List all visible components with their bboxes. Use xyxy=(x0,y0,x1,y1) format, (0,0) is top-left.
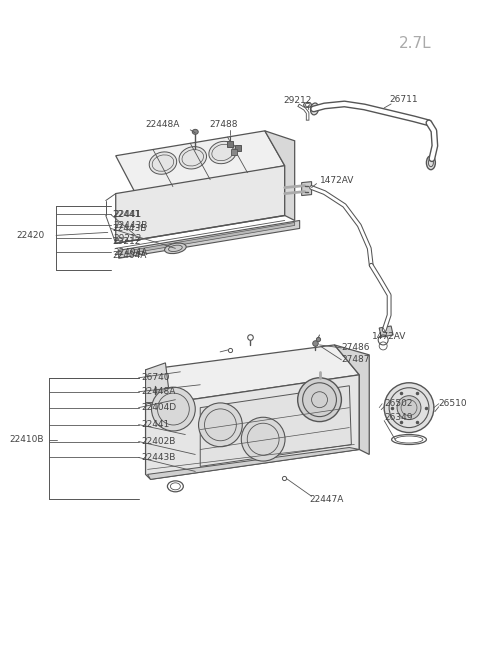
Polygon shape xyxy=(147,447,360,479)
Polygon shape xyxy=(145,375,360,479)
Ellipse shape xyxy=(209,141,236,164)
Text: 22404D: 22404D xyxy=(142,403,177,412)
Ellipse shape xyxy=(192,129,198,134)
Text: 26502: 26502 xyxy=(384,399,413,408)
Polygon shape xyxy=(145,345,360,403)
Text: 22410B: 22410B xyxy=(9,435,44,444)
Polygon shape xyxy=(116,166,285,244)
Text: 22404A: 22404A xyxy=(113,251,147,260)
Polygon shape xyxy=(200,386,351,466)
Text: 27487: 27487 xyxy=(341,356,370,364)
Text: 2.7L: 2.7L xyxy=(399,36,432,50)
Ellipse shape xyxy=(179,147,206,169)
Ellipse shape xyxy=(165,243,186,253)
Text: 1472AV: 1472AV xyxy=(372,333,406,341)
Polygon shape xyxy=(335,345,369,455)
Ellipse shape xyxy=(311,103,319,115)
Polygon shape xyxy=(119,221,300,258)
Text: 22447A: 22447A xyxy=(310,495,344,504)
Text: 22441: 22441 xyxy=(113,210,141,219)
Text: 1472AV: 1472AV xyxy=(320,176,354,185)
Text: 29212: 29212 xyxy=(284,96,312,105)
Text: 22441: 22441 xyxy=(114,210,142,219)
Text: 22443B: 22443B xyxy=(142,453,176,462)
Text: 26349: 26349 xyxy=(384,413,413,422)
Text: 27488: 27488 xyxy=(210,121,239,130)
Text: 22448A: 22448A xyxy=(145,121,180,130)
Text: 22448A: 22448A xyxy=(142,387,176,396)
Polygon shape xyxy=(301,181,312,196)
Ellipse shape xyxy=(149,152,177,174)
Polygon shape xyxy=(116,131,285,194)
Polygon shape xyxy=(145,363,170,403)
Text: 22443B: 22443B xyxy=(114,221,148,230)
Polygon shape xyxy=(379,326,393,337)
Text: 22402B: 22402B xyxy=(142,437,176,446)
Text: 27486: 27486 xyxy=(341,343,370,352)
Text: 29212: 29212 xyxy=(114,234,142,243)
Circle shape xyxy=(384,383,434,432)
Text: 22441: 22441 xyxy=(142,420,170,429)
Circle shape xyxy=(397,396,421,420)
Text: 22443B: 22443B xyxy=(113,224,147,233)
Circle shape xyxy=(152,387,195,431)
Text: 22404A: 22404A xyxy=(114,248,148,257)
Circle shape xyxy=(241,417,285,461)
Ellipse shape xyxy=(168,481,183,492)
Text: 26740: 26740 xyxy=(142,373,170,383)
Polygon shape xyxy=(131,223,295,253)
Text: 26711: 26711 xyxy=(389,96,418,104)
Text: 22420: 22420 xyxy=(16,231,45,240)
Ellipse shape xyxy=(426,156,435,170)
Circle shape xyxy=(298,378,341,422)
Circle shape xyxy=(199,403,242,447)
Polygon shape xyxy=(265,131,295,221)
Text: 26510: 26510 xyxy=(439,399,468,408)
Text: 29212: 29212 xyxy=(113,237,141,246)
